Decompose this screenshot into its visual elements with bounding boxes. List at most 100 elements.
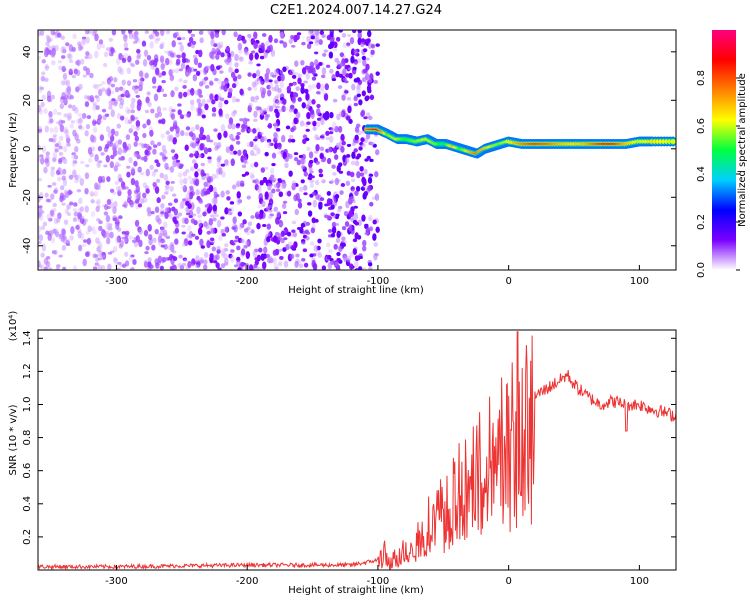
noise-speckle bbox=[353, 61, 359, 66]
noise-speckle bbox=[319, 152, 324, 160]
noise-speckle bbox=[50, 193, 55, 200]
noise-speckle bbox=[348, 118, 353, 124]
noise-speckle bbox=[359, 165, 364, 172]
noise-speckle bbox=[276, 211, 281, 218]
noise-speckle bbox=[321, 67, 327, 75]
noise-speckle bbox=[190, 33, 196, 38]
noise-speckle bbox=[236, 197, 241, 206]
noise-speckle bbox=[95, 105, 100, 110]
noise-speckle bbox=[165, 235, 171, 240]
noise-speckle bbox=[358, 255, 363, 260]
noise-speckle bbox=[76, 59, 81, 67]
noise-speckle bbox=[321, 34, 326, 38]
noise-speckle bbox=[352, 238, 358, 243]
noise-speckle bbox=[367, 78, 373, 83]
noise-speckle bbox=[352, 66, 357, 71]
noise-speckle bbox=[339, 190, 344, 195]
noise-speckle bbox=[329, 41, 335, 49]
noise-speckle bbox=[342, 68, 347, 76]
noise-speckle bbox=[182, 171, 188, 177]
noise-speckle bbox=[223, 226, 229, 233]
noise-speckle bbox=[71, 104, 77, 112]
noise-speckle bbox=[85, 36, 90, 44]
snr-plot-area bbox=[38, 330, 676, 570]
noise-speckle bbox=[128, 235, 134, 240]
noise-speckle bbox=[363, 190, 368, 197]
noise-speckle bbox=[101, 108, 107, 113]
noise-speckle bbox=[196, 88, 202, 97]
noise-speckle bbox=[107, 263, 112, 270]
noise-speckle bbox=[360, 109, 366, 117]
noise-speckle bbox=[342, 42, 348, 49]
noise-speckle bbox=[301, 67, 307, 75]
noise-speckle bbox=[334, 193, 340, 199]
noise-speckle bbox=[235, 98, 240, 103]
noise-speckle bbox=[307, 84, 313, 92]
noise-speckle bbox=[45, 159, 50, 168]
noise-speckle bbox=[203, 259, 208, 265]
noise-speckle bbox=[120, 115, 125, 121]
noise-speckle bbox=[264, 151, 269, 157]
noise-speckle bbox=[330, 204, 335, 210]
noise-speckle bbox=[197, 154, 203, 158]
noise-speckle bbox=[192, 54, 198, 59]
noise-speckle bbox=[361, 143, 366, 148]
noise-speckle bbox=[259, 179, 264, 186]
noise-speckle bbox=[274, 68, 279, 76]
noise-speckle bbox=[313, 51, 319, 55]
noise-speckle bbox=[153, 144, 158, 148]
noise-speckle bbox=[95, 206, 100, 213]
noise-speckle bbox=[218, 108, 223, 116]
noise-speckle bbox=[38, 205, 43, 209]
noise-speckle bbox=[71, 153, 76, 160]
noise-speckle bbox=[138, 70, 144, 78]
noise-speckle bbox=[62, 157, 68, 165]
noise-speckle bbox=[147, 146, 152, 151]
noise-speckle bbox=[112, 146, 117, 152]
noise-speckle bbox=[194, 89, 199, 96]
noise-speckle bbox=[256, 254, 262, 262]
noise-speckle bbox=[256, 63, 261, 67]
noise-speckle bbox=[361, 214, 366, 222]
noise-speckle bbox=[61, 266, 67, 270]
noise-speckle bbox=[299, 120, 305, 127]
noise-speckle bbox=[324, 203, 329, 207]
noise-speckle bbox=[58, 167, 63, 173]
noise-speckle bbox=[236, 245, 241, 251]
noise-speckle bbox=[285, 125, 291, 130]
noise-speckle bbox=[75, 224, 80, 230]
noise-speckle bbox=[94, 262, 99, 266]
noise-speckle bbox=[279, 81, 285, 89]
noise-speckle bbox=[116, 163, 122, 167]
noise-speckle bbox=[231, 226, 236, 230]
noise-speckle bbox=[205, 134, 211, 143]
noise-speckle bbox=[208, 184, 214, 193]
noise-speckle bbox=[355, 185, 361, 192]
noise-speckle bbox=[181, 231, 186, 235]
noise-speckle bbox=[301, 165, 306, 170]
noise-speckle bbox=[57, 212, 62, 220]
noise-speckle bbox=[66, 212, 72, 217]
noise-speckle bbox=[170, 90, 175, 98]
noise-speckle bbox=[180, 130, 185, 137]
noise-speckle bbox=[361, 176, 366, 184]
noise-speckle bbox=[178, 78, 183, 83]
noise-speckle bbox=[239, 222, 245, 229]
noise-speckle bbox=[94, 95, 99, 99]
noise-speckle bbox=[273, 206, 279, 212]
noise-speckle bbox=[92, 229, 97, 235]
noise-speckle bbox=[282, 66, 287, 73]
noise-speckle bbox=[183, 79, 188, 84]
noise-speckle bbox=[347, 105, 352, 114]
noise-speckle bbox=[264, 191, 269, 200]
noise-speckle bbox=[70, 226, 75, 235]
noise-speckle bbox=[127, 119, 133, 125]
noise-speckle bbox=[152, 85, 157, 89]
noise-speckle bbox=[336, 208, 342, 213]
noise-speckle bbox=[44, 77, 49, 83]
noise-speckle bbox=[114, 130, 119, 137]
noise-speckle bbox=[273, 38, 279, 44]
noise-speckle bbox=[151, 76, 157, 85]
noise-speckle bbox=[273, 122, 279, 131]
noise-speckle bbox=[361, 267, 367, 270]
